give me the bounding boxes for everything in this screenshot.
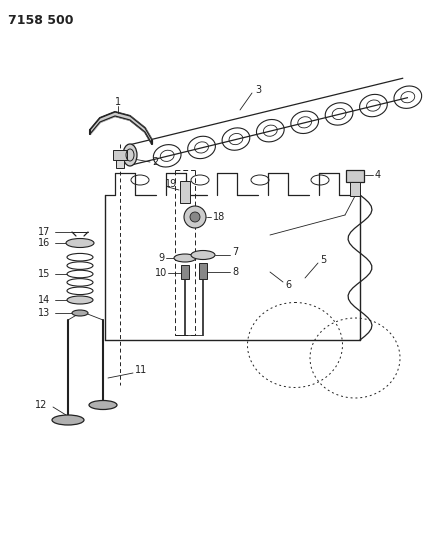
Ellipse shape [52,415,84,425]
Text: 15: 15 [38,269,50,279]
Text: 8: 8 [231,267,238,277]
Text: 5: 5 [319,255,325,265]
Text: 4: 4 [374,170,380,180]
Circle shape [184,206,205,228]
Ellipse shape [66,238,94,247]
Ellipse shape [67,296,93,304]
Text: 9: 9 [158,253,164,263]
Text: 3: 3 [254,85,261,95]
FancyBboxPatch shape [116,160,124,168]
Text: 10: 10 [155,268,167,278]
Text: 7: 7 [231,247,238,257]
Text: 18: 18 [213,212,225,222]
Text: 1: 1 [115,97,121,107]
Text: 12: 12 [35,400,47,410]
Text: 7158 500: 7158 500 [8,14,73,27]
Ellipse shape [190,251,215,260]
Text: 13: 13 [38,308,50,318]
Ellipse shape [173,254,196,262]
Text: 16: 16 [38,238,50,248]
FancyBboxPatch shape [113,150,127,160]
FancyBboxPatch shape [180,181,190,203]
Text: 6: 6 [284,280,291,290]
Ellipse shape [89,400,117,409]
Ellipse shape [72,310,88,316]
Text: 14: 14 [38,295,50,305]
Circle shape [190,212,199,222]
Text: 17: 17 [38,227,50,237]
FancyBboxPatch shape [181,265,189,279]
Ellipse shape [123,144,137,166]
FancyBboxPatch shape [349,182,359,196]
Text: 2: 2 [152,157,158,167]
Text: 11: 11 [135,365,147,375]
FancyBboxPatch shape [199,263,207,279]
Text: 19: 19 [164,179,177,189]
FancyBboxPatch shape [345,170,363,182]
